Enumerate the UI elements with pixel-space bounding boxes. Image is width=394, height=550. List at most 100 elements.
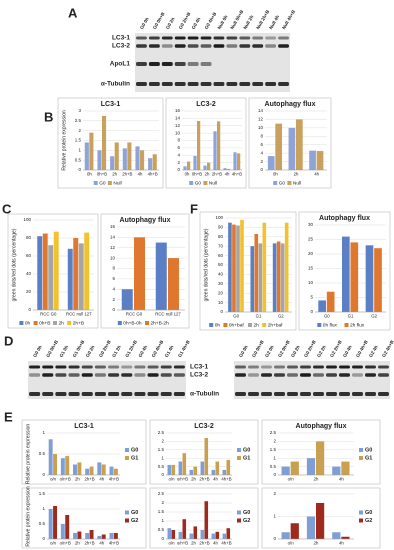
bar [122,148,127,170]
blot-band [134,365,146,369]
bar [101,464,106,475]
panel-letter: A [68,5,78,20]
bar [171,530,176,539]
x-tick-label: o/n+B [60,541,71,546]
legend-label: 2h+B [73,320,84,326]
lane-label: G2 0h [264,344,275,358]
bar [374,248,382,312]
legend-swatch [125,456,129,460]
blot-band [121,365,133,369]
legend-label: G2 [365,518,372,524]
legend-label: 2h flux [350,322,365,328]
legend-swatch [287,181,292,185]
blot-band [287,365,298,369]
x-tick-label: 2h [112,172,117,177]
y-tick-label: 0.5 [39,521,46,526]
blot-band [148,44,160,48]
x-tick-label: 4h [339,541,344,546]
bar [236,225,240,312]
legend-label: G2 [131,518,138,524]
legend-swatch [237,456,241,460]
x-tick-label: 4h [225,172,230,177]
bar [250,246,255,312]
bar [189,469,194,475]
blot-band [378,392,389,396]
x-tick-label: 4h+B [109,477,119,482]
blot-band [265,36,277,40]
y-tick-label: 15 [308,266,314,271]
blot-band [55,392,67,396]
bar [97,150,102,170]
bar [113,533,118,539]
y-tick-label: 2.5 [158,491,165,496]
x-tick-label: o/n [169,541,176,546]
bar [204,438,209,475]
bar [42,233,48,310]
blot-band [300,365,311,369]
x-tick-label: o/n+B [60,477,71,482]
blot-row-label: α-Tubulin [101,81,130,88]
blot-band [252,44,264,48]
legend-label: Null [209,180,217,186]
legend-label: 2h [254,322,260,328]
legend-label: 0h flux [323,322,338,328]
bar [213,131,217,170]
bar [114,142,119,170]
bar [148,158,153,170]
blot-band [29,365,41,369]
blot-band [278,44,289,48]
legend-label: G0 [365,447,372,453]
y-tick-label: 20 [218,290,224,295]
blot-background [135,33,290,92]
chart-title: LC3-2 [196,101,216,108]
bar [183,166,187,170]
y-tick-label: 5 [310,295,313,300]
blot-band [213,44,225,48]
x-tick-label: RCC G0 [40,312,57,317]
blot-band [265,82,277,86]
x-tick-label: 0h+B [97,172,107,177]
bar [168,258,180,310]
y-tick-label: 50 [218,262,224,267]
bar [211,533,216,539]
y-tick-label: 20 [308,251,314,256]
bar [296,119,303,170]
blot-band [136,44,147,48]
bar [215,461,220,475]
y-tick-label: 0.5 [270,464,277,469]
bar [233,152,237,170]
bar [77,462,82,475]
x-tick-label: 2h+B [85,541,95,546]
blot-band [352,373,363,377]
blot-band [187,82,199,86]
y-tick-label: 6 [112,276,115,281]
blot-row-label: LC3-1 [190,364,208,371]
blot-band [235,365,246,369]
blot-band [365,392,376,396]
blot-band [173,373,185,377]
x-tick-label: G2 [278,314,284,319]
bar [171,464,176,475]
y-tick-label: 20 [26,289,32,294]
x-tick-label: 2h+B [85,477,95,482]
y-tick-label: 2.5 [158,430,165,435]
y-tick-label: 6 [177,145,180,150]
blot-band [261,365,272,369]
blot-band [134,392,146,396]
y-tick-label: 1 [273,455,276,460]
y-tick-label: 0.5 [158,527,165,532]
chart-frame [21,487,147,549]
blot-band [226,36,238,40]
legend-label: G0 [279,180,286,186]
bar [89,530,94,539]
blot-band [226,82,238,86]
blot-band [136,36,147,40]
y-tick-label: 40 [26,271,32,276]
y-tick-label: 0.5 [39,451,46,456]
legend-swatch [317,323,322,327]
bar [332,532,341,539]
legend-label: Null [293,180,301,186]
blot-band [339,373,350,377]
lane-label: G1 0h [59,344,70,358]
bar [78,243,84,310]
